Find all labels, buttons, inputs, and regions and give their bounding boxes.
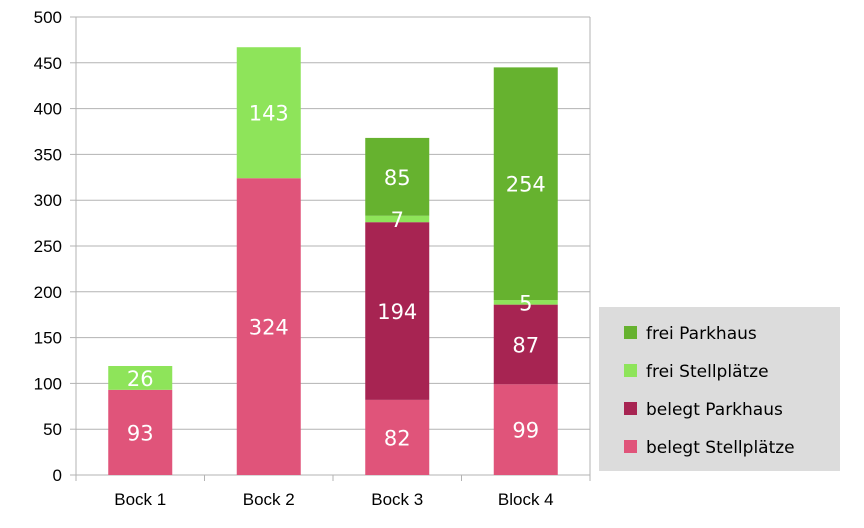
data-label-bock-3-frei-stellpl-tze: 7 — [391, 208, 404, 232]
y-tick-label-450: 450 — [34, 54, 62, 73]
legend-label-frei-stellpl-tze: frei Stellplätze — [646, 362, 769, 382]
bar-bock-1-belegt-stellpl-tze — [108, 389, 173, 475]
bar-block-4-belegt-stellpl-tze — [493, 384, 558, 475]
legend-label-belegt-stellpl-tze: belegt Stellplätze — [646, 438, 795, 458]
bar-block-4-frei-parkhaus — [493, 67, 558, 301]
legend-swatch-belegt-parkhaus — [624, 402, 637, 415]
bar-bock-3-frei-stellpl-tze — [365, 215, 430, 223]
legend-box — [599, 307, 840, 471]
y-tick-label-100: 100 — [34, 374, 62, 393]
data-label-block-4-belegt-stellpl-tze: 99 — [512, 419, 539, 443]
bar-bock-3-belegt-stellpl-tze — [365, 399, 430, 475]
legend: frei Parkhaus frei Stellplätze belegt Park… — [599, 307, 840, 471]
legend-swatch-frei-stellpl-tze — [624, 364, 637, 377]
data-label-block-4-frei-parkhaus: 254 — [506, 173, 546, 197]
y-axis: 0 50 100 150 200 250 300 350 400 450 500 — [34, 8, 77, 485]
bar-block-4-frei-stellpl-tze — [493, 300, 558, 305]
data-label-bock-1-belegt-stellpl-tze: 93 — [127, 421, 154, 445]
y-tick-label-150: 150 — [34, 329, 62, 348]
legend-swatch-frei-parkhaus — [624, 326, 637, 339]
data-labels: 93 26 324 143 82 194 7 85 99 87 5 254 — [127, 102, 546, 451]
x-axis: Bock 1 Bock 2 Bock 3 Block 4 — [75, 474, 591, 509]
bar-bock-1-frei-stellpl-tze — [108, 365, 173, 390]
bars — [108, 47, 558, 475]
data-label-bock-3-belegt-stellpl-tze: 82 — [384, 426, 411, 450]
x-tick-label-bock-2: Bock 2 — [243, 490, 295, 509]
data-label-bock-3-frei-parkhaus: 85 — [384, 166, 411, 190]
x-tick-label-block-4: Block 4 — [498, 490, 554, 509]
bar-bock-2-frei-stellpl-tze — [236, 47, 301, 179]
data-label-bock-2-frei-stellpl-tze: 143 — [249, 102, 289, 126]
y-tick-label-200: 200 — [34, 283, 62, 302]
bar-bock-3-frei-parkhaus — [365, 137, 430, 216]
data-label-block-4-frei-stellpl-tze: 5 — [519, 291, 532, 315]
data-label-bock-1-frei-stellpl-tze: 26 — [127, 367, 154, 391]
y-tick-label-0: 0 — [53, 466, 62, 485]
legend-label-frei-parkhaus: frei Parkhaus — [646, 324, 757, 344]
bar-bock-3-belegt-parkhaus — [365, 222, 430, 400]
legend-swatch-belegt-stellpl-tze — [624, 440, 637, 453]
data-label-bock-2-belegt-stellpl-tze: 324 — [249, 316, 289, 340]
data-label-bock-3-belegt-parkhaus: 194 — [377, 300, 417, 324]
y-tick-label-350: 350 — [34, 145, 62, 164]
x-tick-label-bock-1: Bock 1 — [114, 490, 166, 509]
bar-block-4-belegt-parkhaus — [493, 304, 558, 385]
x-tick-label-bock-3: Bock 3 — [371, 490, 423, 509]
data-label-block-4-belegt-parkhaus: 87 — [512, 333, 539, 357]
y-tick-label-250: 250 — [34, 237, 62, 256]
y-tick-label-500: 500 — [34, 8, 62, 27]
y-tick-label-400: 400 — [34, 100, 62, 119]
legend-label-belegt-parkhaus: belegt Parkhaus — [646, 400, 783, 420]
y-tick-label-50: 50 — [43, 420, 62, 439]
y-tick-label-300: 300 — [34, 191, 62, 210]
bar-bock-2-belegt-stellpl-tze — [236, 178, 301, 475]
